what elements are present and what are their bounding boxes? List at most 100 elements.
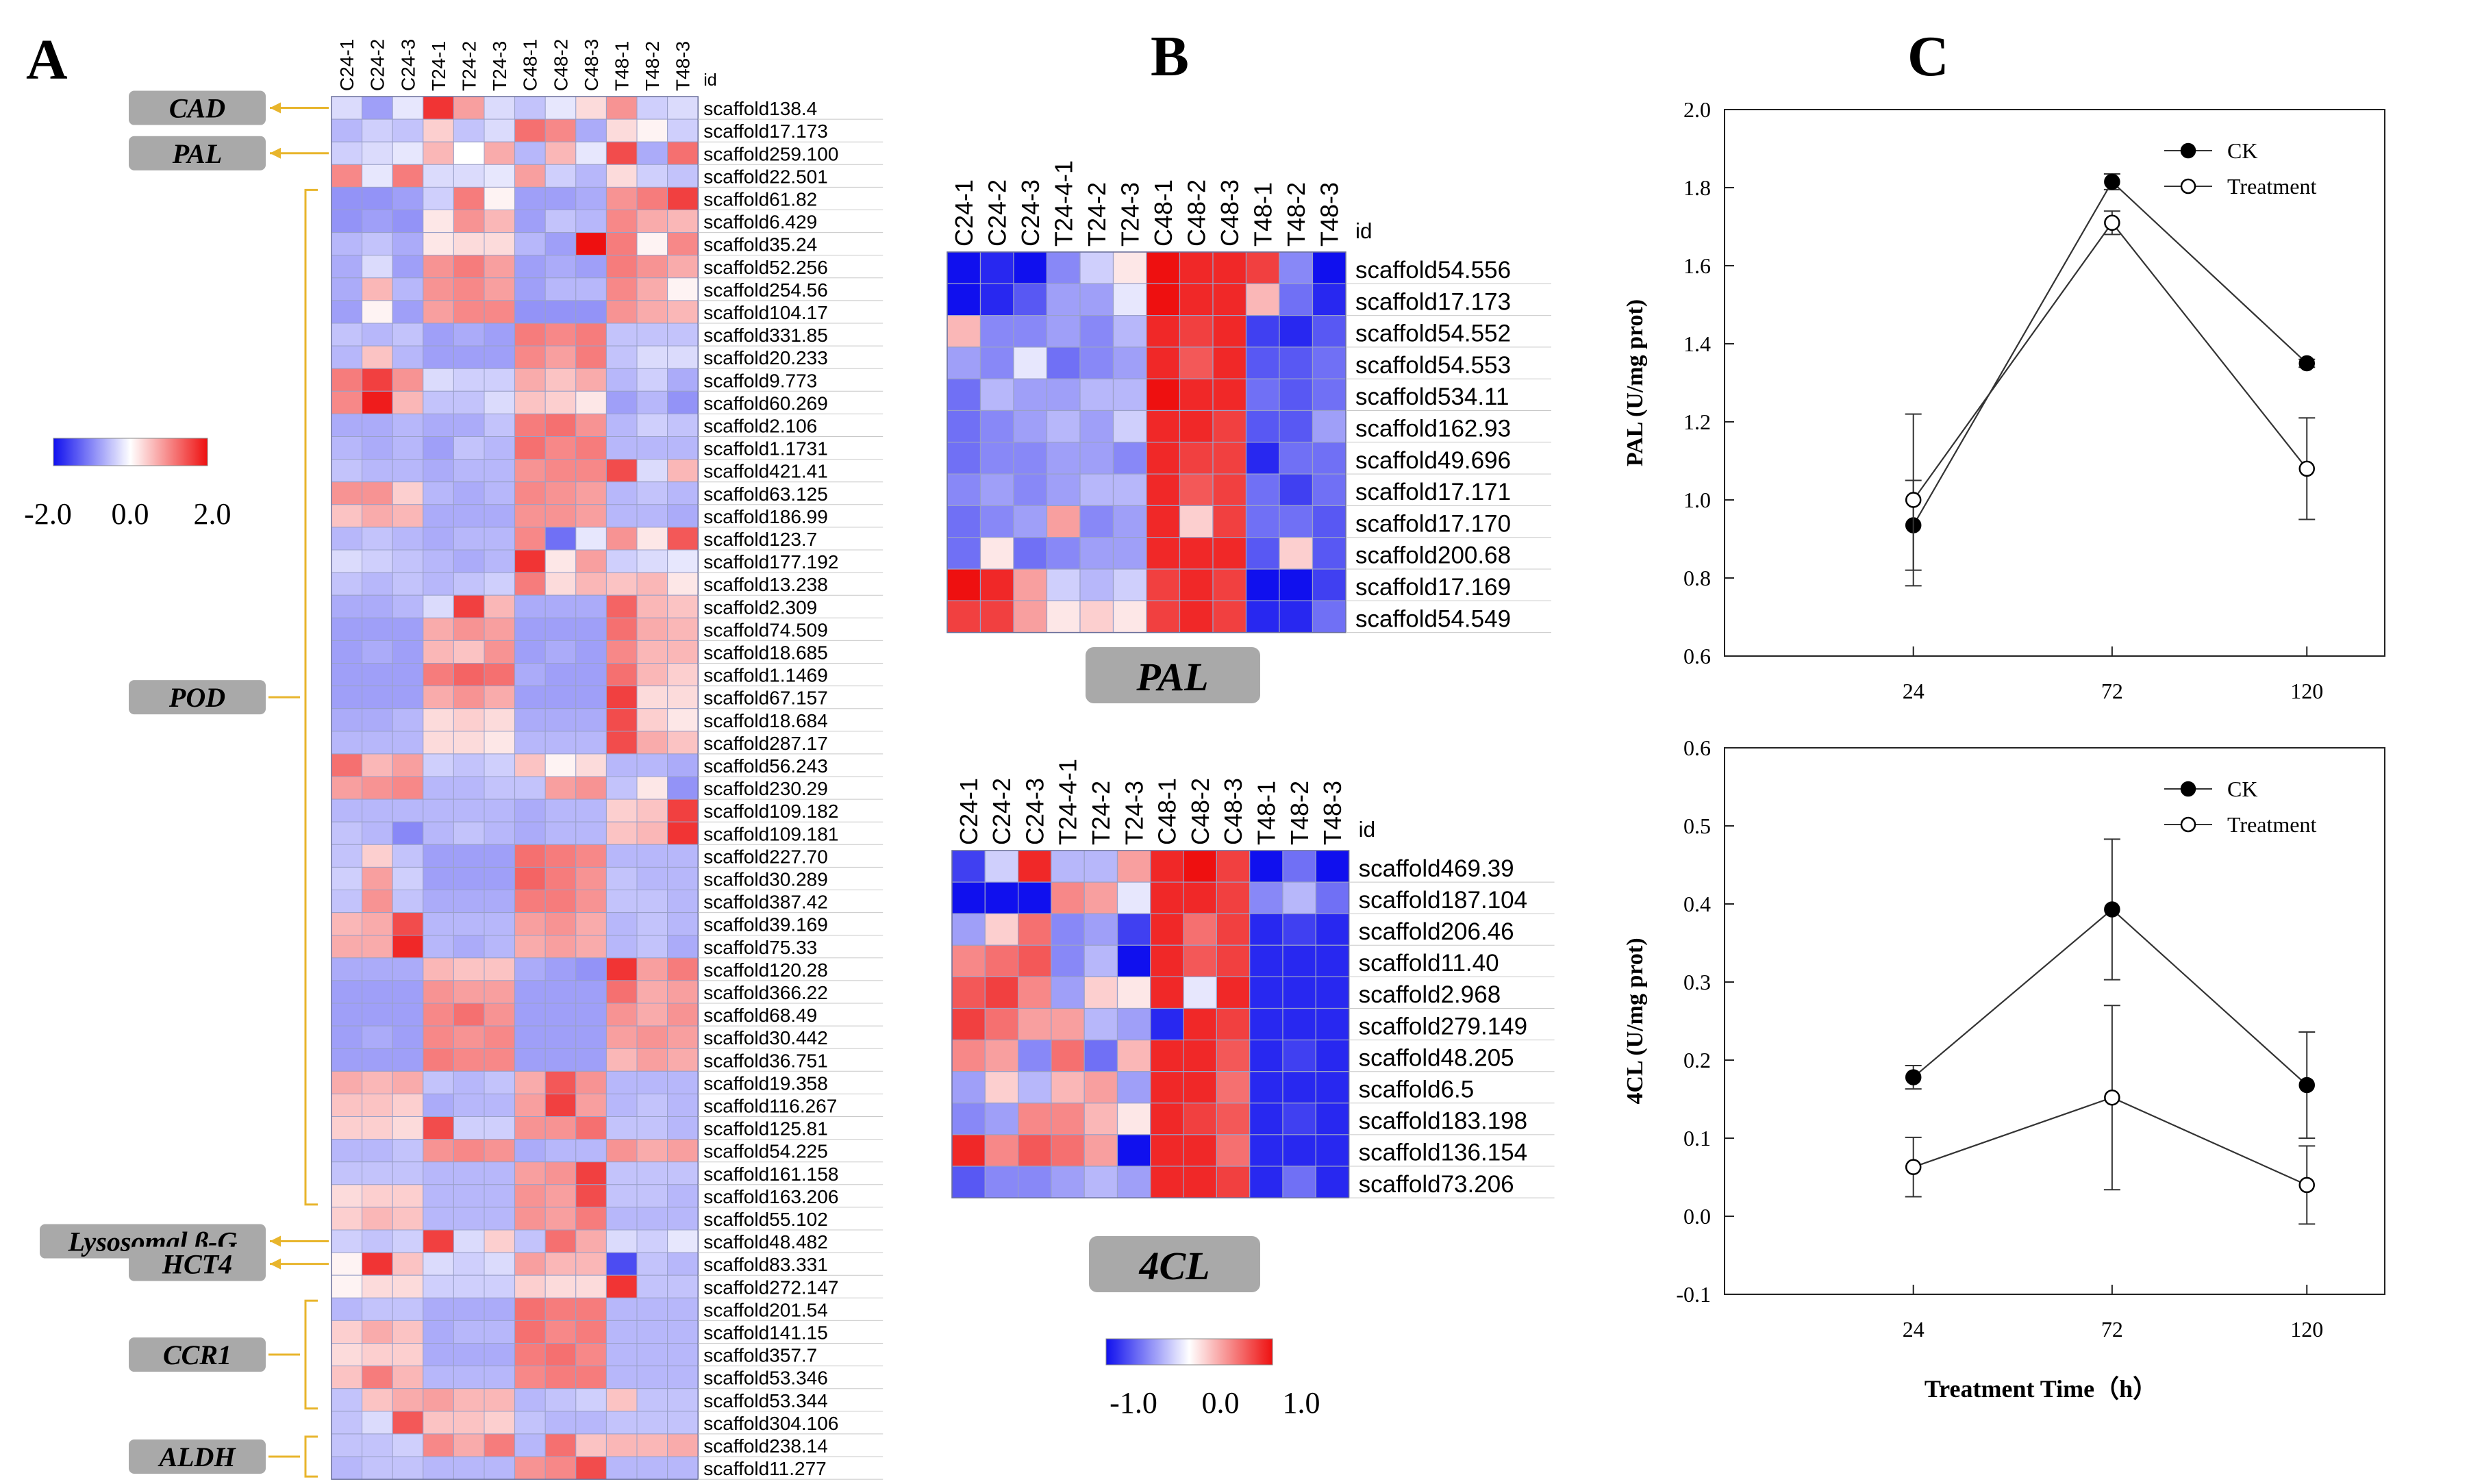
heatmap_pal-cell bbox=[1212, 251, 1247, 284]
heatmap_a-cell bbox=[362, 549, 393, 573]
heatmap_4cl-cell bbox=[951, 1039, 986, 1072]
heatmap_a-cell bbox=[484, 141, 516, 165]
heatmap_a-row-label: scaffold141.15 bbox=[703, 1322, 828, 1344]
heatmap_pal-cell bbox=[1013, 251, 1048, 284]
heatmap_a-cell bbox=[362, 1070, 393, 1094]
heatmap_pal-cell bbox=[979, 442, 1014, 475]
heatmap_a-cell bbox=[544, 481, 577, 505]
heatmap_pal-col-label: T48-2 bbox=[1282, 182, 1310, 247]
heatmap_a-cell bbox=[575, 890, 607, 914]
heatmap_a-col-label: C24-1 bbox=[336, 39, 358, 91]
heatmap_a-cell bbox=[544, 1161, 577, 1185]
heatmap_a-cell bbox=[423, 210, 454, 234]
heatmap_pal-cell bbox=[947, 251, 981, 284]
heatmap_pal-cell bbox=[1279, 568, 1314, 601]
heatmap_a-cell bbox=[514, 368, 546, 392]
heatmap_4cl-cell bbox=[1083, 1007, 1118, 1041]
heatmap_a-cell bbox=[331, 368, 363, 392]
heatmap_a-row-label: scaffold18.685 bbox=[703, 642, 828, 664]
heatmap_a-cell bbox=[544, 1116, 577, 1140]
data-point-ck bbox=[2104, 173, 2120, 190]
heatmap_a-cell bbox=[423, 186, 454, 210]
heatmap_a-row-label: scaffold366.22 bbox=[703, 982, 828, 1003]
colorbar-a-tick: 2.0 bbox=[194, 497, 231, 531]
heatmap_pal-cell bbox=[1179, 537, 1214, 570]
heatmap_pal-cell bbox=[1179, 600, 1214, 633]
heatmap_a-cell bbox=[331, 1411, 363, 1435]
cl-title-bg bbox=[1089, 1236, 1260, 1292]
heatmap_a-cell bbox=[667, 663, 699, 687]
heatmap_pal-col-label: C24-1 bbox=[950, 179, 978, 247]
heatmap_a-cell bbox=[575, 210, 607, 234]
heatmap_a-cell bbox=[392, 957, 424, 981]
heatmap_a-cell bbox=[484, 866, 516, 891]
heatmap_a-cell bbox=[331, 912, 363, 936]
legend-marker bbox=[2180, 178, 2196, 194]
heatmap_a-cell bbox=[484, 1048, 516, 1072]
heatmap_a-cell bbox=[667, 935, 699, 959]
heatmap_a-cell bbox=[423, 1116, 454, 1140]
gene-label: CAD bbox=[169, 93, 225, 124]
heatmap_a-cell bbox=[575, 617, 607, 641]
heatmap_a-cell bbox=[484, 1411, 516, 1435]
heatmap_pal-cell bbox=[979, 505, 1014, 538]
heatmap_pal-cell bbox=[1079, 378, 1114, 412]
heatmap_a-cell bbox=[484, 776, 516, 800]
heatmap_a-cell bbox=[453, 957, 485, 981]
heatmap_a-cell bbox=[667, 277, 699, 301]
heatmap_pal-col-label: C24-3 bbox=[1016, 179, 1044, 247]
heatmap_a-cell bbox=[362, 345, 393, 369]
gene-label: POD bbox=[168, 682, 225, 713]
heatmap_a-row-label: scaffold201.54 bbox=[703, 1299, 828, 1320]
heatmap_4cl-cell bbox=[1249, 1166, 1283, 1198]
heatmap_a-row-label: scaffold109.181 bbox=[703, 823, 838, 844]
heatmap_a-cell bbox=[392, 1388, 424, 1412]
heatmap_a-cell bbox=[392, 481, 424, 505]
heatmap_4cl-col-label: T48-2 bbox=[1286, 781, 1314, 845]
heatmap_pal-cell bbox=[1046, 251, 1081, 284]
heatmap_a-row-label: scaffold60.269 bbox=[703, 392, 828, 414]
heatmap_a-cell bbox=[605, 1320, 638, 1344]
heatmap_pal-cell bbox=[1279, 505, 1314, 538]
heatmap_4cl-row-label: scaffold11.40 bbox=[1359, 950, 1499, 977]
heatmap_a-cell bbox=[667, 686, 699, 709]
cl-title: 4CL bbox=[1138, 1244, 1210, 1288]
heatmap_a-cell bbox=[605, 1093, 638, 1118]
heatmap_a-cell bbox=[605, 527, 638, 551]
heatmap_a-cell bbox=[331, 390, 363, 414]
heatmap_pal-row-label: scaffold17.169 bbox=[1355, 574, 1511, 601]
heatmap_a-row-label: scaffold75.33 bbox=[703, 937, 817, 958]
heatmap_a-cell bbox=[544, 527, 577, 551]
heatmap_a-cell bbox=[392, 1070, 424, 1094]
heatmap_a-cell bbox=[605, 210, 638, 234]
heatmap_pal-cell bbox=[1079, 473, 1114, 506]
heatmap_a-cell bbox=[362, 798, 393, 822]
heatmap_a-cell bbox=[605, 1388, 638, 1412]
heatmap_a-cell bbox=[667, 481, 699, 505]
heatmap_pal-cell bbox=[979, 537, 1014, 570]
x-tick-label: 72 bbox=[2101, 1317, 2123, 1342]
heatmap_pal-cell bbox=[1212, 568, 1247, 601]
heatmap_4cl-cell bbox=[1216, 1007, 1251, 1041]
heatmap_a-cell bbox=[636, 957, 668, 981]
heatmap_4cl-cell bbox=[1183, 850, 1217, 883]
heatmap_a-cell bbox=[484, 1184, 516, 1208]
heatmap_a-row-label: scaffold1.1731 bbox=[703, 438, 828, 460]
heatmap_a-cell bbox=[453, 1207, 485, 1231]
heatmap_a-cell bbox=[423, 1433, 454, 1457]
heatmap_4cl-cell bbox=[1249, 1071, 1283, 1104]
heatmap_a-cell bbox=[514, 118, 546, 142]
heatmap_a-cell bbox=[453, 640, 485, 664]
heatmap_a-cell bbox=[484, 912, 516, 936]
colorbar-b-tick: 1.0 bbox=[1283, 1386, 1320, 1420]
heatmap_4cl-cell bbox=[1150, 944, 1184, 978]
heatmap_4cl-cell bbox=[1315, 881, 1350, 914]
heatmap_4cl-cell bbox=[1282, 976, 1316, 1009]
heatmap_a-cell bbox=[453, 1433, 485, 1457]
heatmap_a-cell bbox=[605, 663, 638, 687]
heatmap_a-cell bbox=[544, 1456, 577, 1480]
heatmap_a-cell bbox=[667, 1229, 699, 1253]
heatmap_a-cell bbox=[514, 300, 546, 324]
colorbar-b-tick: 0.0 bbox=[1202, 1386, 1240, 1420]
heatmap_4cl-cell bbox=[1183, 1007, 1217, 1041]
